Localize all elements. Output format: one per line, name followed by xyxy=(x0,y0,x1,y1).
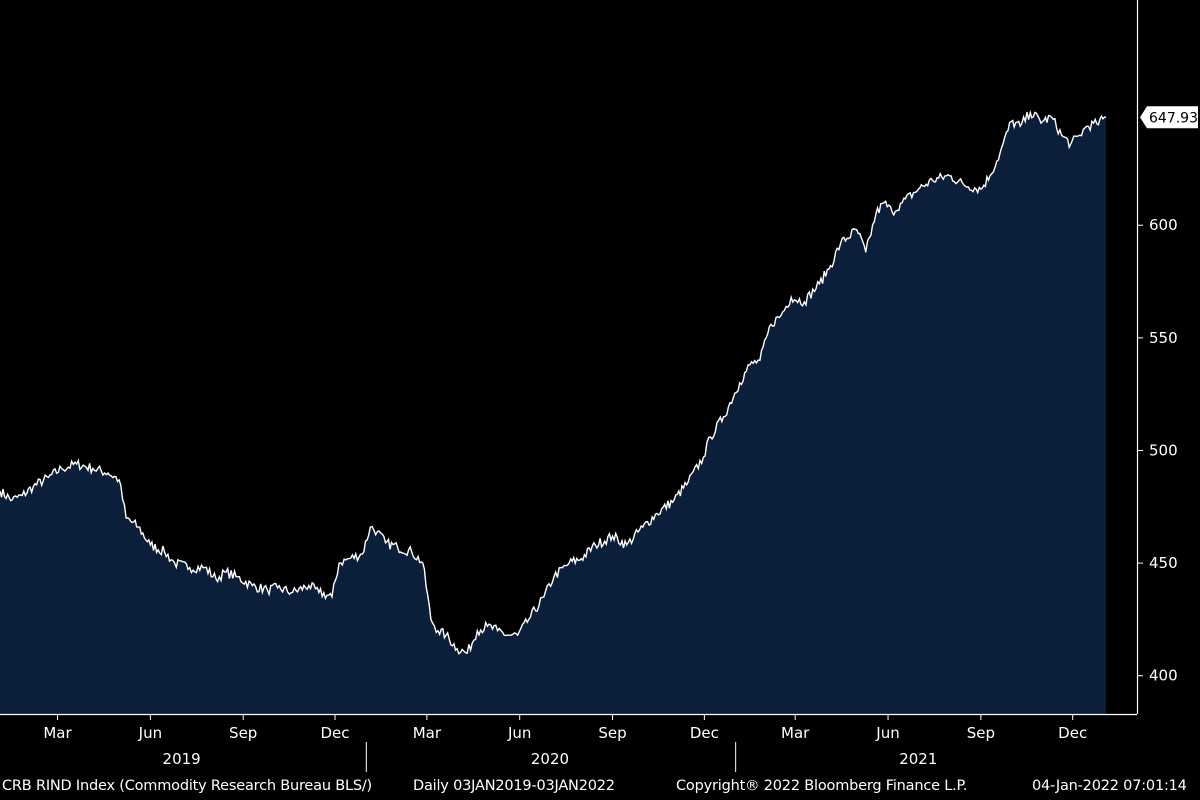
x-year-label: 2020 xyxy=(531,750,569,768)
x-tick-label: Sep xyxy=(598,724,626,742)
x-tick-label: Jun xyxy=(875,724,899,742)
series-area xyxy=(0,112,1106,715)
y-tick-label: 600 xyxy=(1149,216,1178,234)
x-tick-label: Mar xyxy=(781,724,810,742)
footer-copyright: Copyright® 2022 Bloomberg Finance L.P. xyxy=(676,778,968,794)
y-tick-label: 450 xyxy=(1149,554,1178,572)
x-year-label: 2021 xyxy=(899,750,937,768)
axis-layer: 400 450 500 550 600 Mar Jun Sep Dec Mar Jun Sep Dec M… xyxy=(0,0,1198,772)
x-tick-label: Sep xyxy=(229,724,257,742)
x-tick-label: Mar xyxy=(43,724,72,742)
x-tick-label: Dec xyxy=(1058,724,1087,742)
area-layer xyxy=(0,109,1107,715)
x-tick-label: Dec xyxy=(690,724,719,742)
footer-timestamp: 04-Jan-2022 07:01:14 xyxy=(1032,778,1187,794)
footer-source: CRB RIND Index (Commodity Research Burea… xyxy=(2,778,373,794)
last-value-badge-shape xyxy=(1140,106,1198,129)
x-tick-label: Dec xyxy=(321,724,350,742)
x-tick-label: Jun xyxy=(507,724,531,742)
footer-frequency: Daily 03JAN2019-03JAN2022 xyxy=(413,778,615,794)
last-value-badge: 647.93 xyxy=(1140,106,1198,129)
x-tick-label: Sep xyxy=(967,724,995,742)
series-line xyxy=(0,109,1107,655)
y-tick-label: 500 xyxy=(1149,441,1178,459)
x-tick-label: Jun xyxy=(138,724,162,742)
x-year-label: 2019 xyxy=(163,750,201,768)
x-tick-label: Mar xyxy=(413,724,442,742)
y-tick-label: 550 xyxy=(1149,329,1178,347)
y-tick-label: 400 xyxy=(1149,667,1178,685)
last-value-label: 647.93 xyxy=(1149,110,1198,126)
